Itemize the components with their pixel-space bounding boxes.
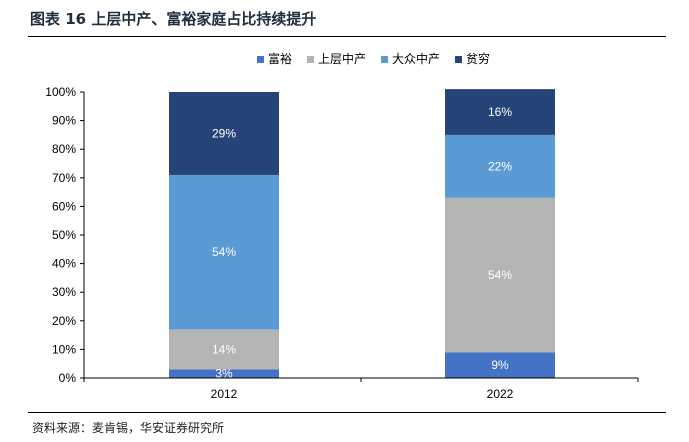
data-label-affluent-2012: 3% — [215, 367, 233, 381]
y-tick-label: 10% — [52, 342, 76, 356]
bar-mass-middle-2022 — [445, 134, 555, 198]
legend-label-poor: 贫穷 — [466, 51, 490, 66]
y-tick-label: 20% — [52, 314, 76, 328]
data-label-poor-2022: 16% — [488, 105, 512, 119]
data-label-upper-middle-2022: 54% — [488, 268, 512, 282]
x-tick-label: 2022 — [487, 387, 514, 401]
bar-affluent-2022 — [445, 352, 555, 378]
legend-swatch-poor — [455, 56, 462, 63]
legend-label-upper-middle: 上层中产 — [318, 51, 366, 66]
y-tick-label: 100% — [45, 85, 76, 99]
data-label-mass-middle-2022: 22% — [488, 159, 512, 173]
y-tick-label: 0% — [59, 371, 77, 385]
top-rule — [28, 36, 666, 37]
legend-swatch-upper-middle — [307, 56, 314, 63]
legend-label-mass-middle: 大众中产 — [392, 51, 440, 66]
y-tick-label: 60% — [52, 199, 76, 213]
y-tick-label: 30% — [52, 285, 76, 299]
data-label-mass-middle-2012: 54% — [212, 245, 236, 259]
legend-label-affluent: 富裕 — [268, 51, 292, 66]
source-note: 资料来源：麦肯锡，华安证券研究所 — [32, 421, 225, 435]
bar-poor-2022 — [445, 89, 555, 135]
y-tick-label: 40% — [52, 257, 76, 271]
bars — [169, 89, 555, 378]
bar-upper-middle-2012 — [169, 329, 279, 370]
data-label-poor-2012: 29% — [212, 126, 236, 140]
data-label-upper-middle-2012: 14% — [212, 342, 236, 356]
data-labels: 3% 14% 54% 29% 9% 54% 22% 16% — [212, 105, 512, 381]
legend: 富裕 上层中产 大众中产 贫穷 — [257, 51, 490, 66]
bottom-rule — [28, 412, 666, 413]
bar-mass-middle-2012 — [169, 174, 279, 330]
legend-swatch-mass-middle — [381, 56, 388, 63]
bar-affluent-2012 — [169, 369, 279, 378]
bar-upper-middle-2022 — [445, 197, 555, 353]
y-tick-label: 80% — [52, 142, 76, 156]
data-label-affluent-2022: 9% — [491, 358, 509, 372]
y-tick-label: 50% — [52, 228, 76, 242]
axes: 0% 10% 20% 30% 40% 50% 60% 70% 80% 90% 100% 2012 202… — [45, 85, 639, 401]
x-tick-label: 2012 — [211, 387, 238, 401]
y-tick-label: 90% — [52, 114, 76, 128]
bar-poor-2012 — [169, 92, 279, 175]
legend-swatch-affluent — [257, 56, 264, 63]
chart-title: 图表 16 上层中产、富裕家庭占比持续提升 — [30, 10, 317, 28]
y-tick-label: 70% — [52, 171, 76, 185]
